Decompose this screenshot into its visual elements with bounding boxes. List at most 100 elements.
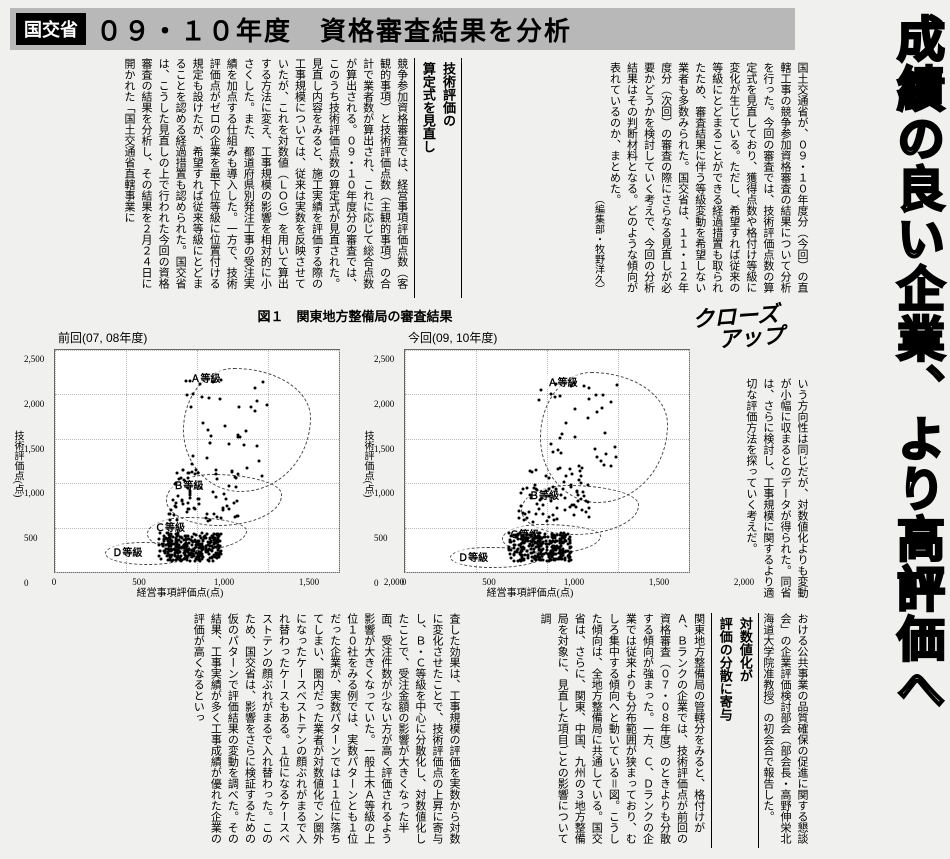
- data-point: [567, 532, 570, 535]
- data-point: [522, 487, 525, 490]
- data-point: [521, 547, 524, 550]
- data-point: [202, 547, 205, 550]
- data-point: [219, 553, 222, 556]
- data-point: [199, 550, 202, 553]
- data-point: [560, 548, 563, 551]
- data-point: [601, 407, 604, 410]
- data-point: [556, 518, 559, 521]
- data-point: [209, 548, 212, 551]
- data-point: [609, 464, 612, 467]
- data-point: [556, 507, 559, 510]
- data-point: [531, 520, 534, 523]
- data-point: [588, 398, 591, 401]
- data-point: [573, 436, 576, 439]
- data-point: [541, 512, 544, 515]
- data-point: [508, 532, 511, 535]
- data-point: [558, 436, 561, 439]
- body-col-1: 技術評価の 算定式を見直し 競争参加資格審査では、経営事項評価点数（客観的事項）…: [10, 58, 462, 298]
- data-point: [600, 459, 603, 462]
- data-point: [569, 535, 572, 538]
- data-point: [526, 487, 529, 490]
- data-point: [195, 551, 198, 554]
- data-point: [562, 480, 565, 483]
- data-point: [179, 541, 182, 544]
- data-point: [168, 519, 171, 522]
- data-point: [233, 476, 236, 479]
- data-point: [509, 556, 512, 559]
- data-point: [580, 474, 583, 477]
- data-point: [180, 498, 183, 501]
- data-point: [158, 538, 161, 541]
- section2-h-l1: 対数値化が: [738, 617, 753, 682]
- data-point: [582, 495, 585, 498]
- data-point: [585, 510, 588, 513]
- data-point: [168, 554, 171, 557]
- data-point: [544, 542, 547, 545]
- data-point: [206, 549, 209, 552]
- data-point: [216, 478, 219, 481]
- data-point: [558, 394, 561, 397]
- data-point: [507, 545, 510, 548]
- data-point: [222, 509, 225, 512]
- data-point: [234, 485, 237, 488]
- data-point: [542, 559, 545, 562]
- data-point: [605, 452, 608, 455]
- data-point: [211, 490, 214, 493]
- data-point: [514, 544, 517, 547]
- data-point: [188, 559, 191, 562]
- data-point: [169, 543, 172, 546]
- tick-y: 2,000: [24, 399, 44, 409]
- section1-heading: 技術評価の 算定式を見直し: [414, 58, 462, 298]
- data-point: [549, 500, 552, 503]
- data-point: [528, 533, 531, 536]
- data-point: [206, 513, 209, 516]
- grade-label: Ａ等級: [188, 370, 222, 385]
- data-point: [245, 466, 248, 469]
- data-point: [587, 417, 590, 420]
- tick-x: 500: [482, 577, 496, 587]
- data-point: [207, 552, 210, 555]
- data-point: [228, 442, 231, 445]
- data-point: [581, 491, 584, 494]
- data-point: [183, 551, 186, 554]
- figure-caption: 図１ 関東地方整備局の審査結果: [10, 306, 700, 325]
- data-point: [201, 422, 204, 425]
- data-point: [178, 558, 181, 561]
- data-point: [213, 555, 216, 558]
- data-point: [182, 502, 185, 505]
- data-point: [558, 556, 561, 559]
- data-point: [160, 557, 163, 560]
- data-point: [530, 560, 533, 563]
- tick-x: 1,500: [299, 577, 319, 587]
- data-point: [528, 470, 531, 473]
- data-point: [594, 448, 597, 451]
- data-point: [574, 408, 577, 411]
- data-point: [524, 512, 527, 515]
- data-point: [255, 400, 258, 403]
- data-point: [588, 387, 591, 390]
- data-point: [206, 541, 209, 544]
- plot-prev: Ａ等級Ｂ等級Ｃ等級Ｄ等級: [54, 349, 340, 573]
- data-point: [168, 556, 171, 559]
- data-point: [227, 484, 230, 487]
- data-point: [534, 469, 537, 472]
- data-point: [207, 558, 210, 561]
- tick-y: 2,500: [374, 354, 394, 364]
- data-point: [582, 384, 585, 387]
- data-point: [186, 507, 189, 510]
- data-point: [176, 541, 179, 544]
- data-point: [189, 380, 192, 383]
- data-point: [569, 384, 572, 387]
- data-point: [191, 543, 194, 546]
- data-point: [585, 499, 588, 502]
- data-point: [176, 538, 179, 541]
- body-col-2: おける公共事業の品質確保の促進に関する懇談会」の企業評価検討部会（部会長・高野伸…: [480, 613, 810, 848]
- data-point: [552, 513, 555, 516]
- data-point: [577, 478, 580, 481]
- data-point: [236, 435, 239, 438]
- data-point: [578, 469, 581, 472]
- data-point: [568, 467, 571, 470]
- data-point: [237, 406, 240, 409]
- data-point: [518, 517, 521, 520]
- data-point: [526, 554, 529, 557]
